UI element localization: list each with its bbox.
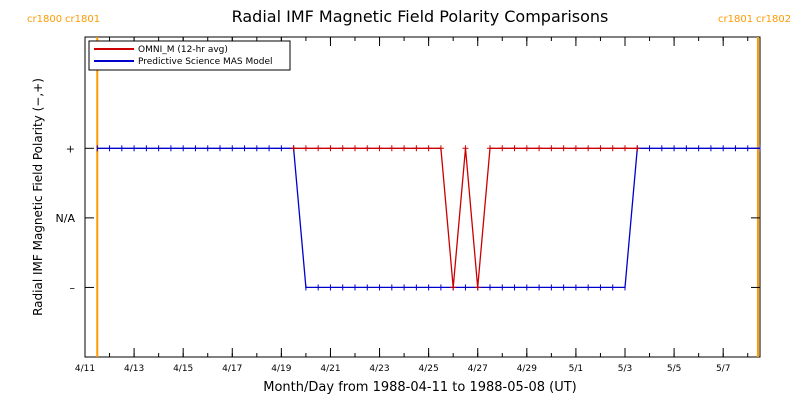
data-point [437,145,444,152]
carrington-labels-right: cr1801 cr1802 [718,14,791,25]
data-point [413,145,420,152]
x-tick-label: 5/1 [569,364,583,374]
series-line [293,147,638,288]
carrington-label: cr1802 [756,14,791,25]
y-axis-label: Radial IMF Magnetic Field Polarity (−,+) [31,78,45,316]
legend-label-omni: OMNI_M (12-hr avg) [138,45,228,55]
x-tick-label: 4/19 [271,364,291,374]
x-tick-label: 4/13 [124,364,144,374]
chart-title: Radial IMF Magnetic Field Polarity Compa… [232,7,609,26]
x-tick-label: 4/21 [320,364,340,374]
data-point [536,145,543,152]
series-mas [96,145,761,291]
x-axis-ticks: 4/11 4/13 4/15 4/17 4/19 4/21 4/23 4/25 4/27 4/29… [75,37,749,374]
data-point [499,145,506,152]
x-tick-label: 4/29 [517,364,537,374]
series-layer [96,145,761,291]
data-point [609,145,616,152]
data-point [388,145,395,152]
x-tick-label: 4/25 [419,364,439,374]
carrington-label: cr1801 [718,14,753,25]
data-point [450,284,457,291]
data-point [548,145,555,152]
plot-frame [84,36,761,358]
data-point [425,145,432,152]
data-point [339,145,346,152]
data-point [634,145,641,152]
data-point [364,145,371,152]
carrington-label: cr1800 [27,14,62,25]
data-point [511,145,518,152]
data-point [597,145,604,152]
data-point [315,145,322,152]
data-point [523,145,530,152]
data-point [376,145,383,152]
x-tick-label: 4/11 [75,364,95,374]
x-tick-label: 5/5 [667,364,681,374]
y-axis-ticks: – N/A + [56,142,760,294]
data-point [462,145,469,152]
data-point [352,145,358,152]
x-tick-label: 4/27 [468,364,488,374]
data-point [585,145,592,152]
x-tick-label: 4/23 [369,364,389,374]
data-point [327,145,334,152]
carrington-labels-left: cr1800 cr1801 [27,14,100,25]
carrington-label: cr1801 [65,14,100,25]
x-axis-label: Month/Day from 1988-04-11 to 1988-05-08 … [263,380,576,395]
data-point [401,145,408,152]
data-point [302,145,309,152]
series-omni [290,145,641,291]
data-point [487,145,493,152]
series-line [97,147,760,289]
data-point [474,284,481,291]
y-tick-label: + [66,142,75,155]
data-point [572,145,579,152]
legend-label-mas: Predictive Science MAS Model [138,57,273,67]
y-tick-label: N/A [56,212,76,225]
x-tick-label: 5/7 [716,364,730,374]
data-point [622,145,628,152]
legend: OMNI_M (12-hr avg) Predictive Science MA… [88,40,291,71]
x-tick-label: 5/3 [618,364,632,374]
legend-box [88,40,291,71]
y-tick-label: – [70,281,76,294]
x-tick-label: 4/17 [222,364,242,374]
data-point [290,145,297,152]
x-tick-label: 4/15 [173,364,193,374]
data-point [560,145,567,152]
carrington-lines [96,37,759,357]
